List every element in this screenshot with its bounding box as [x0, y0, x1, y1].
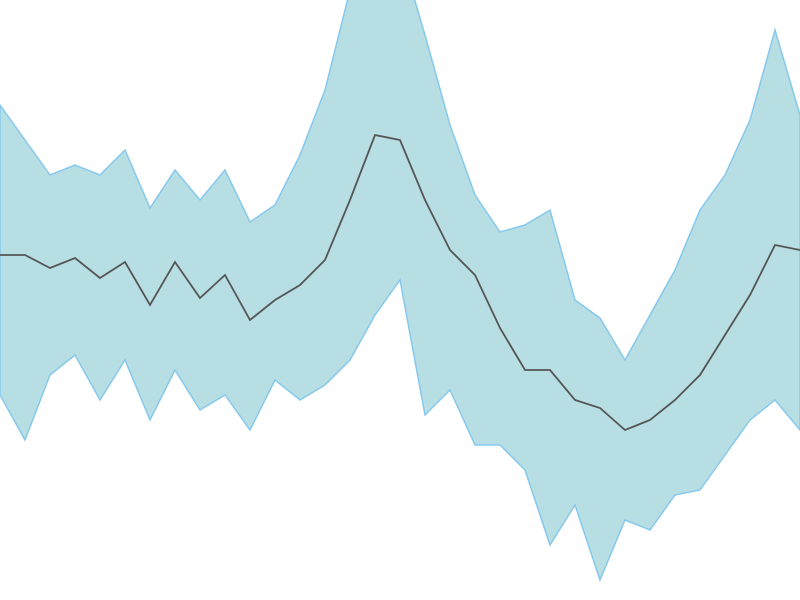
confidence-band-chart: [0, 0, 800, 600]
confidence-band-area: [0, 0, 800, 580]
